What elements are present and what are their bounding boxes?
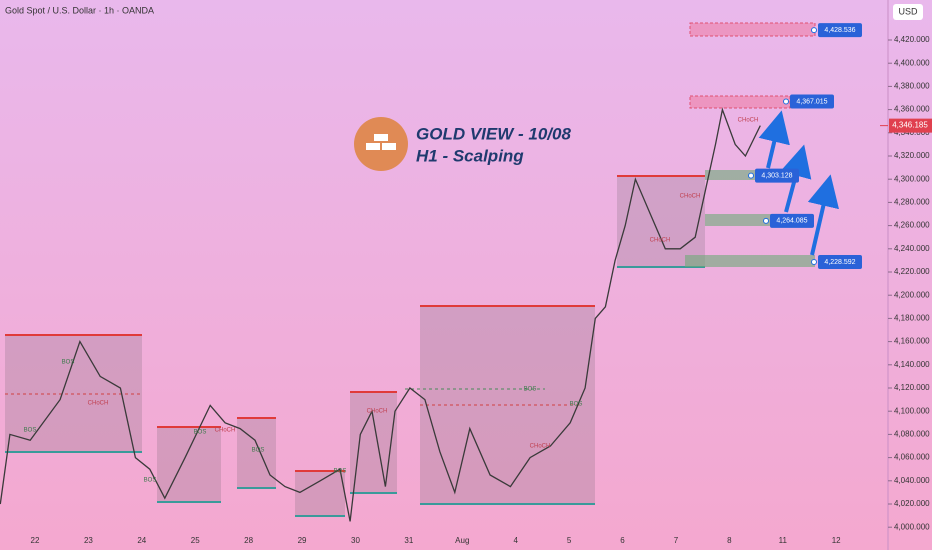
x-tick-label: 8 <box>727 536 732 545</box>
level-label: 4,228.592 <box>824 259 855 266</box>
currency-box <box>893 4 923 20</box>
y-tick-label: 4,280.000 <box>894 198 930 207</box>
logo <box>354 117 408 171</box>
y-tick-label: 4,240.000 <box>894 244 930 253</box>
level-label-box <box>755 168 799 183</box>
annotation: BOS <box>524 387 537 393</box>
x-tick-label: Aug <box>455 536 469 545</box>
y-tick-label: 4,000.000 <box>894 522 930 531</box>
current-price-box <box>889 118 932 133</box>
x-tick-label: 22 <box>31 536 40 545</box>
y-tick-label: 4,060.000 <box>894 453 930 462</box>
title: GOLD VIEW - 10/08 <box>416 124 571 143</box>
level-label: 4,428.536 <box>824 27 855 34</box>
x-tick-label: 6 <box>620 536 625 545</box>
y-tick-label: 4,180.000 <box>894 314 930 323</box>
y-tick-label: 4,360.000 <box>894 105 930 114</box>
y-tick-label: 4,260.000 <box>894 221 930 230</box>
annotation: CHoCH <box>650 238 671 244</box>
annotation: BOS <box>24 428 37 434</box>
x-tick-label: 31 <box>404 536 413 545</box>
level-label-box <box>790 94 834 109</box>
level-label-box <box>770 213 814 228</box>
y-tick-label: 4,140.000 <box>894 360 930 369</box>
level-point <box>811 27 817 34</box>
annotation: CHoCH <box>215 428 236 434</box>
level-point <box>811 259 817 266</box>
annotation: BOS <box>144 478 157 484</box>
annotation: BOS <box>252 448 265 454</box>
x-tick-label: 25 <box>191 536 200 545</box>
level-label: 4,367.015 <box>796 98 827 105</box>
level-label: 4,303.128 <box>761 172 792 179</box>
annotation: CHoCH <box>88 401 109 407</box>
x-tick-label: 23 <box>84 536 93 545</box>
y-tick-label: 4,120.000 <box>894 383 930 392</box>
y-tick-label: 4,220.000 <box>894 267 930 276</box>
annotation: BOS <box>334 469 347 475</box>
y-tick-label: 4,420.000 <box>894 35 930 44</box>
level-label: 4,264.085 <box>776 218 807 225</box>
x-tick-label: 7 <box>674 536 679 545</box>
annotation: BOS <box>570 402 583 408</box>
x-tick-label: 24 <box>137 536 146 545</box>
y-tick-label: 4,320.000 <box>894 151 930 160</box>
annotation: CHoCH <box>530 444 551 450</box>
annotation: CHoCH <box>738 118 759 124</box>
y-tick-label: 4,200.000 <box>894 290 930 299</box>
y-tick-label: 4,160.000 <box>894 337 930 346</box>
annotation: BOS <box>194 430 207 436</box>
level-point <box>748 172 754 179</box>
arrows <box>758 110 839 256</box>
x-tick-label: 4 <box>513 536 518 545</box>
current-price-label: 4,346.185 <box>892 121 928 130</box>
x-tick-label: 28 <box>244 536 253 545</box>
annotation: CHoCH <box>680 194 701 200</box>
y-tick-label: 4,040.000 <box>894 476 930 485</box>
y-tick-label: 4,400.000 <box>894 58 930 67</box>
level-point <box>783 98 789 105</box>
y-tick-label: 4,020.000 <box>894 499 930 508</box>
x-tick-label: 12 <box>832 536 841 545</box>
x-tick-label: 30 <box>351 536 360 545</box>
y-tick-label: 4,100.000 <box>894 406 930 415</box>
level-point <box>763 217 769 224</box>
price-line <box>0 107 761 522</box>
subtitle: H1 - Scalping <box>416 146 524 165</box>
header: Gold Spot / U.S. Dollar · 1h · OANDA <box>5 5 154 15</box>
level-label-box <box>818 23 862 38</box>
y-tick-label: 4,300.000 <box>894 174 930 183</box>
annotation: BOS <box>62 360 75 366</box>
level-label-box <box>818 255 862 270</box>
currency: USD <box>898 6 918 16</box>
x-tick-label: 11 <box>779 536 788 545</box>
y-tick-label: 4,080.000 <box>894 430 930 439</box>
x-tick-label: 5 <box>567 536 572 545</box>
y-tick-label: 4,380.000 <box>894 82 930 91</box>
annotation: CHoCH <box>367 409 388 415</box>
x-tick-label: 29 <box>298 536 307 545</box>
